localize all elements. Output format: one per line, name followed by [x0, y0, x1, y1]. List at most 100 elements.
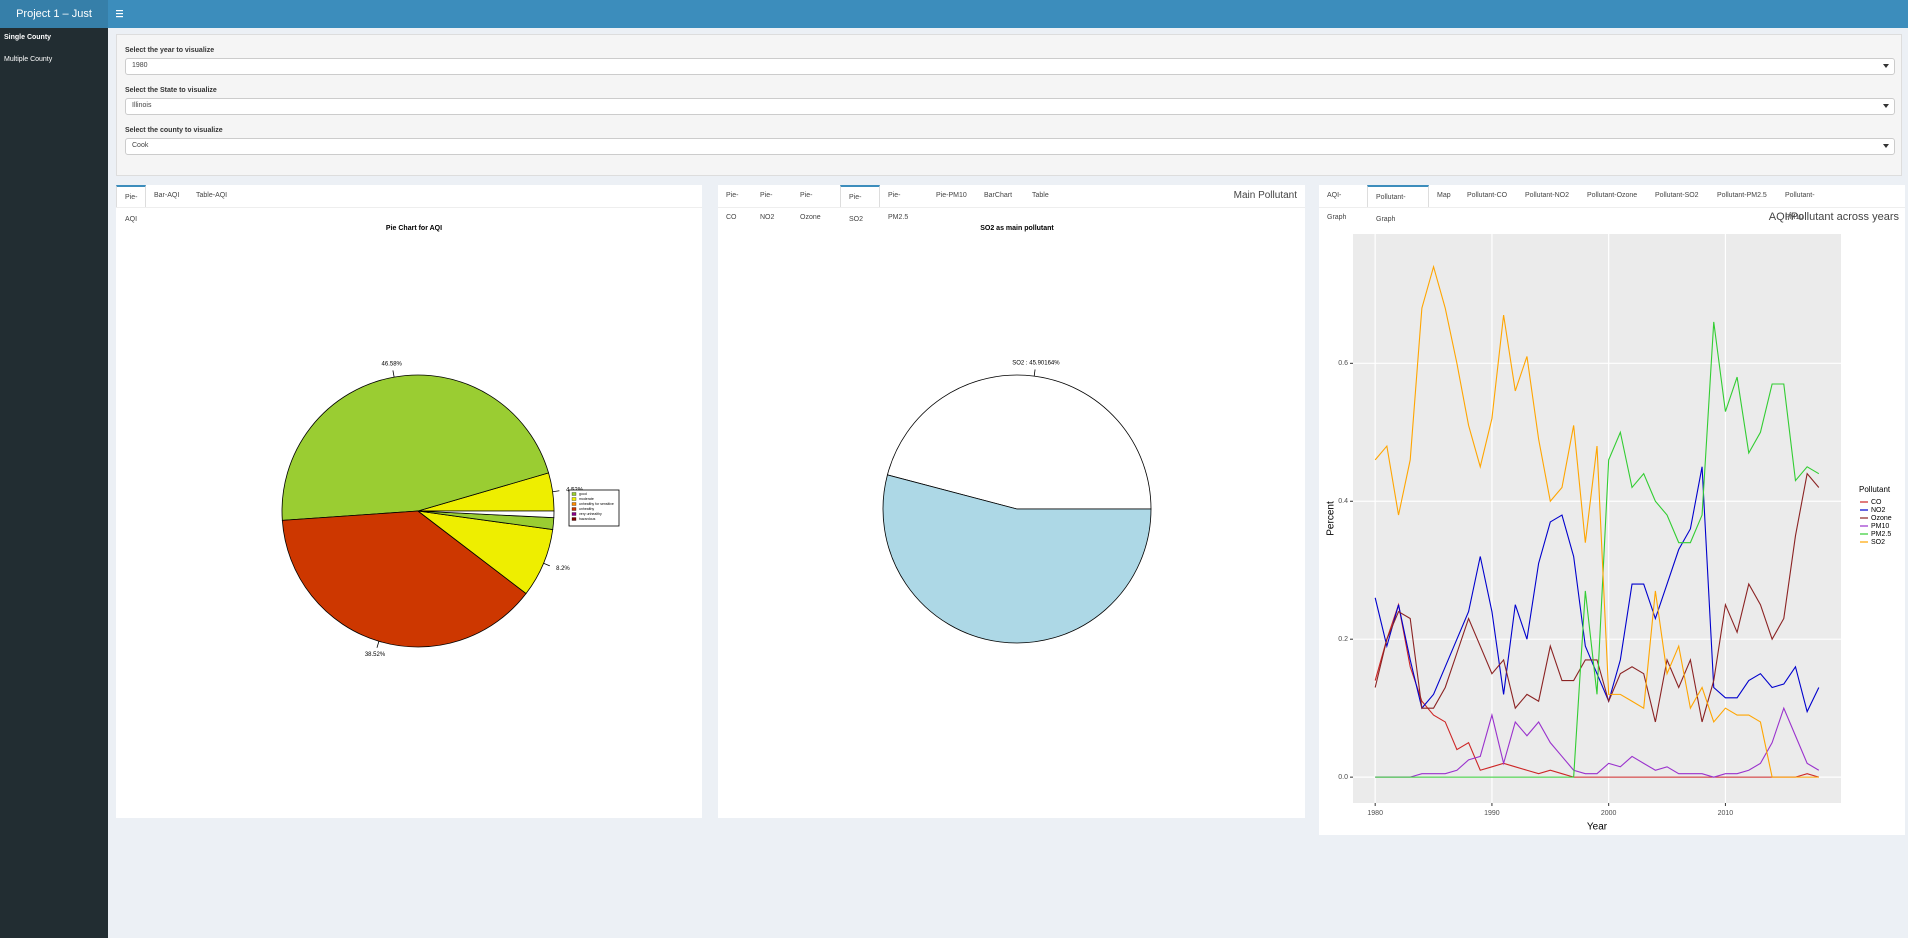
legend-label: PM2.5 [1871, 531, 1891, 538]
legend-label: very unhealthy [579, 512, 602, 516]
series-line [1374, 466, 1820, 714]
data-label: 8.2% [556, 566, 570, 572]
label-tick [552, 490, 560, 493]
pie-slice [281, 374, 550, 521]
y-tick-label: 0.0 [1338, 774, 1348, 781]
y-tick-label: 0.4 [1338, 498, 1348, 505]
select-input[interactable]: Cook [125, 138, 1895, 155]
sidebar: Single County Multiple County [0, 28, 108, 938]
series-line [1374, 602, 1819, 778]
legend-label: PM10 [1871, 523, 1889, 530]
legend-label: moderate [579, 497, 594, 501]
sidebar-item[interactable]: Multiple County [4, 56, 53, 63]
tab[interactable]: Pollutant-Graph [1367, 185, 1429, 223]
panel: Pie-AQI Bar-AQI Table-AQI Pie Chart for AQI… [116, 185, 702, 818]
tab[interactable]: Pollutant-PM10 [1785, 192, 1815, 221]
controls-box: Select the year to visualize 1980 Select t… [116, 34, 1902, 176]
y-tick-label: 0.6 [1338, 360, 1348, 367]
tab[interactable]: Pollutant-Ozone [1587, 192, 1638, 199]
top-bar [108, 0, 1908, 28]
legend-label: NO2 [1871, 507, 1886, 514]
x-tick-label: 1990 [1484, 810, 1500, 817]
chart-title: Pie Chart for AQI [386, 225, 442, 232]
tab[interactable]: Pie-NO2 [760, 192, 775, 221]
tab[interactable]: Pie-SO2 [840, 185, 880, 223]
label-tick [543, 562, 550, 567]
tab[interactable]: Table [1032, 192, 1049, 199]
tab[interactable]: Pie-CO [726, 192, 739, 221]
legend-label: hazardous [579, 517, 596, 521]
tab[interactable]: Pollutant-NO2 [1525, 192, 1569, 199]
series-line [1375, 321, 1820, 778]
dropdown-caret [1883, 144, 1889, 148]
tab[interactable]: Pie-PM10 [936, 192, 967, 199]
legend-label: CO [1871, 499, 1882, 506]
data-label: 46.58% [382, 361, 403, 367]
panel: Pie-CO Pie-NO2 Pie-Ozone Pie-SO2 Pie-PM2.5 Pi… [718, 185, 1305, 818]
tab-bar: Pie-CO Pie-NO2 Pie-Ozone Pie-SO2 Pie-PM2.5 Pi… [718, 185, 1305, 223]
legend-label: Ozone [1871, 515, 1892, 522]
box-title: Main Pollutant [1233, 190, 1297, 201]
plot-panel [1353, 234, 1841, 803]
control-label: Select the year to visualize [125, 47, 215, 54]
menu-toggle[interactable] [114, 7, 128, 21]
select-input[interactable]: Illinois [125, 98, 1895, 115]
legend-swatch [571, 492, 577, 496]
legend-label: good [579, 492, 587, 496]
legend-label: unhealthy [579, 507, 594, 511]
dropdown-caret [1883, 64, 1889, 68]
series-line [1374, 472, 1820, 723]
tab[interactable]: Pollutant-PM2.5 [1717, 192, 1767, 199]
y-axis-title: Percent [1326, 501, 1337, 536]
x-tick-label: 2010 [1718, 810, 1734, 817]
legend-label: SO2 [1871, 539, 1885, 546]
data-label: 38.52% [365, 652, 386, 658]
series-line [1374, 264, 1819, 778]
panel: AQI-Graph Pollutant-Graph Map Pollutant-CO P… [1319, 185, 1905, 835]
tab[interactable]: AQI-Graph [1327, 192, 1347, 221]
legend-swatch [571, 517, 577, 521]
chart: Pie Chart for AQI4.52%46.58%38.52%8.2%go… [281, 225, 620, 658]
legend-swatch [571, 512, 577, 516]
tab-bar: AQI-Graph Pollutant-Graph Map Pollutant-CO P… [1319, 185, 1905, 223]
pie-slice [417, 510, 555, 519]
legend-box [568, 489, 620, 527]
x-tick-label: 2000 [1601, 810, 1617, 817]
tab[interactable]: Bar-AQI [154, 192, 180, 199]
legend-swatch [571, 507, 577, 511]
chart: AQI/Pollutant across years 0.0 0.2 0.4 0.6 19… [1326, 211, 1900, 833]
pie-slice [886, 374, 1152, 510]
chart-title: AQI/Pollutant across years [1769, 211, 1900, 223]
legend-swatch [571, 497, 577, 501]
y-tick-label: 0.2 [1338, 636, 1348, 643]
sidebar-item[interactable]: Single County [4, 34, 52, 41]
chart: SO2 as main pollutant SO2 : 45.90164% [882, 225, 1152, 644]
legend-title: Pollutant [1859, 485, 1891, 494]
control-label: Select the State to visualize [125, 87, 217, 94]
app-title: Project 1 – Just [0, 0, 108, 28]
label-tick [392, 370, 395, 378]
series-line [1375, 706, 1820, 778]
data-label: SO2 : 45.90164% [1012, 360, 1060, 366]
legend-swatch [571, 502, 577, 506]
x-axis-title: Year [1587, 822, 1608, 833]
chart-title: SO2 as main pollutant [980, 225, 1054, 232]
tab[interactable]: Pollutant-CO [1467, 192, 1508, 199]
tab[interactable]: Map [1437, 192, 1451, 199]
tab[interactable]: Pie-PM2.5 [888, 192, 909, 221]
label-tick [1033, 369, 1036, 377]
x-tick-label: 1980 [1367, 810, 1383, 817]
control-label: Select the county to visualize [125, 127, 223, 134]
tab[interactable]: Pollutant-SO2 [1655, 192, 1699, 199]
tab[interactable]: Pie-AQI [116, 185, 146, 223]
legend-label: unhealthy for sensitive [579, 502, 614, 506]
tab[interactable]: Pie-Ozone [800, 192, 821, 221]
pie-slice [882, 474, 1152, 644]
select-input[interactable]: 1980 [125, 58, 1895, 75]
tab[interactable]: BarChart [984, 192, 1013, 199]
tab[interactable]: Table-AQI [196, 192, 228, 199]
label-tick [376, 641, 380, 648]
dropdown-caret [1883, 104, 1889, 108]
tab-bar: Pie-AQI Bar-AQI Table-AQI [116, 185, 702, 223]
